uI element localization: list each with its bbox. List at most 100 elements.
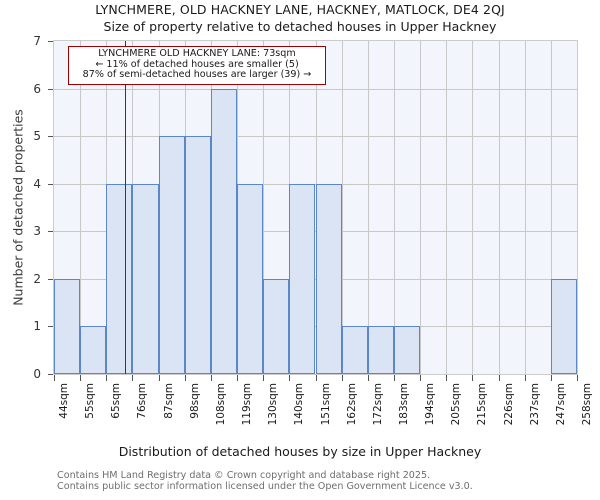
x-axis-tick-label: 151sqm [319, 383, 332, 426]
y-axis-tick [48, 183, 53, 185]
x-axis-tick [341, 375, 343, 381]
footer-line-1: Contains HM Land Registry data © Crown c… [57, 470, 431, 481]
x-axis-tick [315, 375, 317, 381]
x-axis-tick [132, 375, 134, 381]
y-axis-tick-label: 7 [33, 34, 41, 48]
x-axis-tick [420, 375, 422, 381]
x-axis-tick-label: 215sqm [476, 383, 489, 426]
y-axis-tick [48, 374, 53, 375]
x-axis-tick-label: 130sqm [267, 383, 280, 426]
y-axis-tick-label: 3 [33, 224, 41, 239]
x-axis-tick-label: 65sqm [110, 383, 123, 419]
gridline-vertical [498, 41, 500, 374]
x-axis-tick [367, 375, 369, 381]
gridline-vertical [393, 41, 395, 374]
histogram-bars [54, 41, 577, 374]
x-axis-tick-label: 119sqm [241, 383, 254, 426]
property-marker-line [124, 41, 126, 374]
x-axis-tick [498, 375, 500, 381]
chart-title-block: LYNCHMERE, OLD HACKNEY LANE, HACKNEY, MA… [0, 2, 600, 35]
histogram-bar [367, 326, 394, 374]
histogram-bar [550, 278, 577, 374]
y-axis-tick [48, 231, 53, 233]
x-axis-tick-label: 226sqm [502, 383, 515, 426]
x-axis-tick [106, 375, 108, 381]
x-axis-tick-label: 183sqm [397, 383, 410, 426]
histogram-bar [263, 278, 290, 374]
annotation-line-1: LYNCHMERE OLD HACKNEY LANE: 73sqm [98, 48, 296, 59]
x-axis-tick-label: 247sqm [554, 383, 567, 426]
y-axis-tick [48, 326, 53, 328]
histogram-bar [106, 183, 133, 374]
gridline-vertical [446, 41, 448, 374]
histogram-bar [341, 326, 368, 374]
y-axis-tick [48, 41, 53, 42]
x-axis-tick-labels: 44sqm 55sqm 65sqm 76sqm 87sqm 98sqm 108sqm 119s… [53, 383, 593, 441]
x-axis-tick [289, 375, 291, 381]
annotation-line-2: ← 11% of detached houses are smaller (5) [95, 58, 299, 70]
chart-title-primary: LYNCHMERE, OLD HACKNEY LANE, HACKNEY, MA… [95, 2, 505, 17]
y-axis-tick-label: 5 [33, 129, 41, 144]
y-axis-tick-label: 0 [33, 367, 41, 381]
x-axis-tick [210, 375, 212, 381]
histogram-bar [237, 183, 264, 374]
x-axis-title: Distribution of detached houses by size … [118, 444, 482, 459]
x-axis-tick [446, 375, 448, 381]
x-axis-tick-label: 237sqm [528, 383, 541, 426]
x-axis-tick-label: 205sqm [450, 383, 463, 426]
x-axis-tick [263, 375, 265, 381]
x-axis-tick-label: 98sqm [188, 383, 201, 419]
histogram-bar [132, 183, 159, 374]
annotation-line-3: 87% of semi-detached houses are larger (… [82, 69, 312, 81]
histogram-bar [80, 326, 107, 374]
histogram-bar [54, 278, 81, 374]
y-axis: Number of detached properties 0 1 2 3 4 5 6 7 [0, 35, 53, 380]
gridline-vertical [472, 41, 474, 374]
gridline-vertical [263, 41, 265, 374]
x-axis-tick [237, 375, 239, 381]
y-axis-tick-label: 4 [33, 176, 41, 191]
histogram-bar [158, 136, 185, 374]
footer-line-2: Contains public sector information licen… [57, 481, 473, 492]
x-axis-tick-label: 108sqm [214, 383, 227, 426]
x-axis-tick [80, 375, 82, 381]
x-axis-tick-label: 258sqm [581, 383, 593, 426]
plot-area [53, 40, 578, 375]
x-axis-tick-label: 194sqm [424, 383, 437, 426]
gridline-vertical [420, 41, 422, 374]
x-axis-tick-label: 55sqm [84, 383, 97, 419]
histogram-bar [184, 136, 211, 374]
x-axis-tick [158, 375, 160, 381]
x-axis-tick-label: 172sqm [371, 383, 384, 426]
x-axis-tick [184, 375, 186, 381]
attribution-footer: Contains HM Land Registry data © Crown c… [57, 470, 597, 492]
gridline-vertical [80, 41, 82, 374]
chart-title-secondary: Size of property relative to detached ho… [103, 19, 497, 34]
x-axis-ticks [53, 375, 578, 383]
x-axis-tick [550, 375, 552, 381]
x-axis-tick-label: 44sqm [58, 383, 70, 419]
histogram-bar [289, 183, 316, 374]
y-axis-tick-label: 1 [33, 319, 41, 334]
x-axis-tick-label: 162sqm [345, 383, 358, 426]
histogram-bar [315, 183, 342, 374]
x-axis-tick [393, 375, 395, 381]
x-axis-tick [577, 375, 578, 381]
x-axis-tick [472, 375, 474, 381]
y-axis-tick-label: 6 [33, 81, 41, 96]
histogram-bar [393, 326, 421, 374]
gridline-vertical [367, 41, 369, 374]
x-axis-tick [524, 375, 526, 381]
y-axis-tick-label: 2 [33, 271, 41, 286]
x-axis-tick [54, 375, 55, 381]
y-axis-title: Number of detached properties [10, 109, 26, 306]
property-annotation-box: LYNCHMERE OLD HACKNEY LANE: 73sqm ← 11% … [68, 46, 326, 85]
y-axis-tick [48, 88, 53, 90]
gridline-vertical [524, 41, 526, 374]
x-axis-tick-label: 76sqm [136, 383, 149, 419]
x-axis-tick-label: 87sqm [162, 383, 175, 419]
x-axis-tick-label: 140sqm [293, 383, 306, 426]
y-axis-tick [48, 136, 53, 138]
histogram-bar [210, 88, 238, 374]
